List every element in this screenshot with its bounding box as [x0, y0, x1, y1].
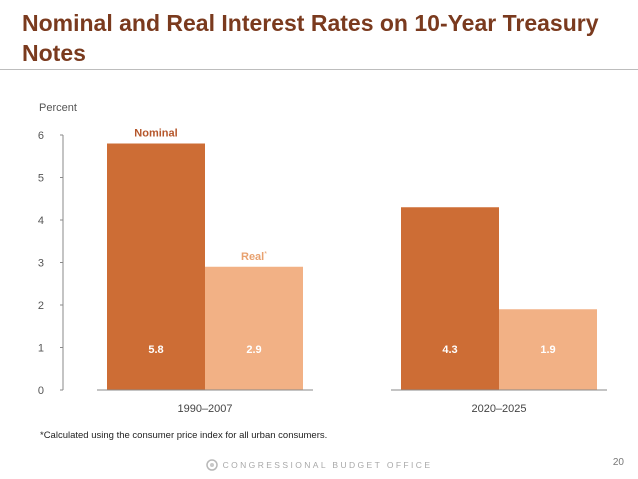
y-tick-label: 5 — [38, 173, 44, 185]
bars: 5.8 2.9 4.3 1.9 Nominal Real* — [107, 128, 597, 390]
slide-title: Nominal and Real Interest Rates on 10-Ye… — [22, 10, 599, 66]
series-label-real: Real* — [241, 251, 267, 263]
bar-value-label: 4.3 — [442, 344, 457, 356]
x-axis: 1990–2007 2020–2025 — [97, 389, 607, 415]
bar-value-label: 2.9 — [246, 344, 261, 356]
y-tick-label: 3 — [38, 258, 44, 270]
footnote: *Calculated using the consumer price ind… — [40, 430, 328, 441]
bar-value-label: 5.8 — [148, 344, 163, 356]
y-tick-label: 1 — [38, 343, 44, 355]
footer: CONGRESSIONAL BUDGET OFFICE — [0, 459, 638, 471]
bar-real-2 — [499, 309, 597, 390]
bar-real-1 — [205, 266, 303, 390]
bar-chart: Percent 0 1 2 3 4 5 6 5.8 2.9 4.3 1.9 Nominal Real*… — [38, 102, 607, 415]
bar-value-label: 1.9 — [540, 344, 555, 356]
x-category-label: 1990–2007 — [177, 403, 232, 415]
y-tick-label: 6 — [38, 130, 44, 142]
y-tick-label: 4 — [38, 215, 44, 227]
x-category-label: 2020–2025 — [471, 403, 526, 415]
y-axis-label: Percent — [39, 102, 77, 114]
bar-nominal-2 — [401, 207, 499, 390]
bar-nominal-1 — [107, 143, 205, 390]
page-number: 20 — [612, 457, 624, 468]
cbo-logo-icon — [205, 459, 218, 471]
y-axis: 0 1 2 3 4 5 6 — [38, 130, 64, 397]
footer-org-name: CONGRESSIONAL BUDGET OFFICE — [222, 460, 433, 470]
title-divider — [0, 69, 638, 70]
y-tick-label: 0 — [38, 385, 44, 397]
series-label-nominal: Nominal — [134, 128, 177, 140]
y-tick-label: 2 — [38, 300, 44, 312]
